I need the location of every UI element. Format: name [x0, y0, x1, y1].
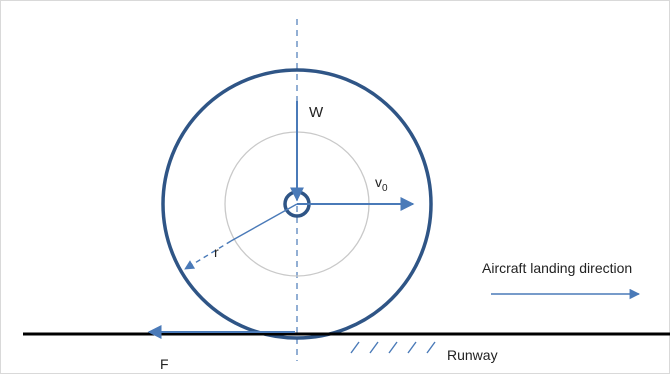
velocity-label-main: v: [375, 174, 382, 190]
radius-arrow: [184, 240, 232, 270]
velocity-label: v0: [375, 174, 388, 194]
radius-line: [230, 203, 298, 242]
radius-label: r: [214, 244, 219, 260]
landing-direction-label: Aircraft landing direction: [482, 260, 632, 276]
wheel-outer-circle: [161, 68, 433, 340]
velocity-label-subscript: 0: [382, 183, 388, 194]
weight-label: W: [309, 104, 324, 121]
runway-label: Runway: [447, 347, 498, 363]
runway-hatching: [350, 341, 436, 354]
friction-label: F: [160, 356, 169, 372]
